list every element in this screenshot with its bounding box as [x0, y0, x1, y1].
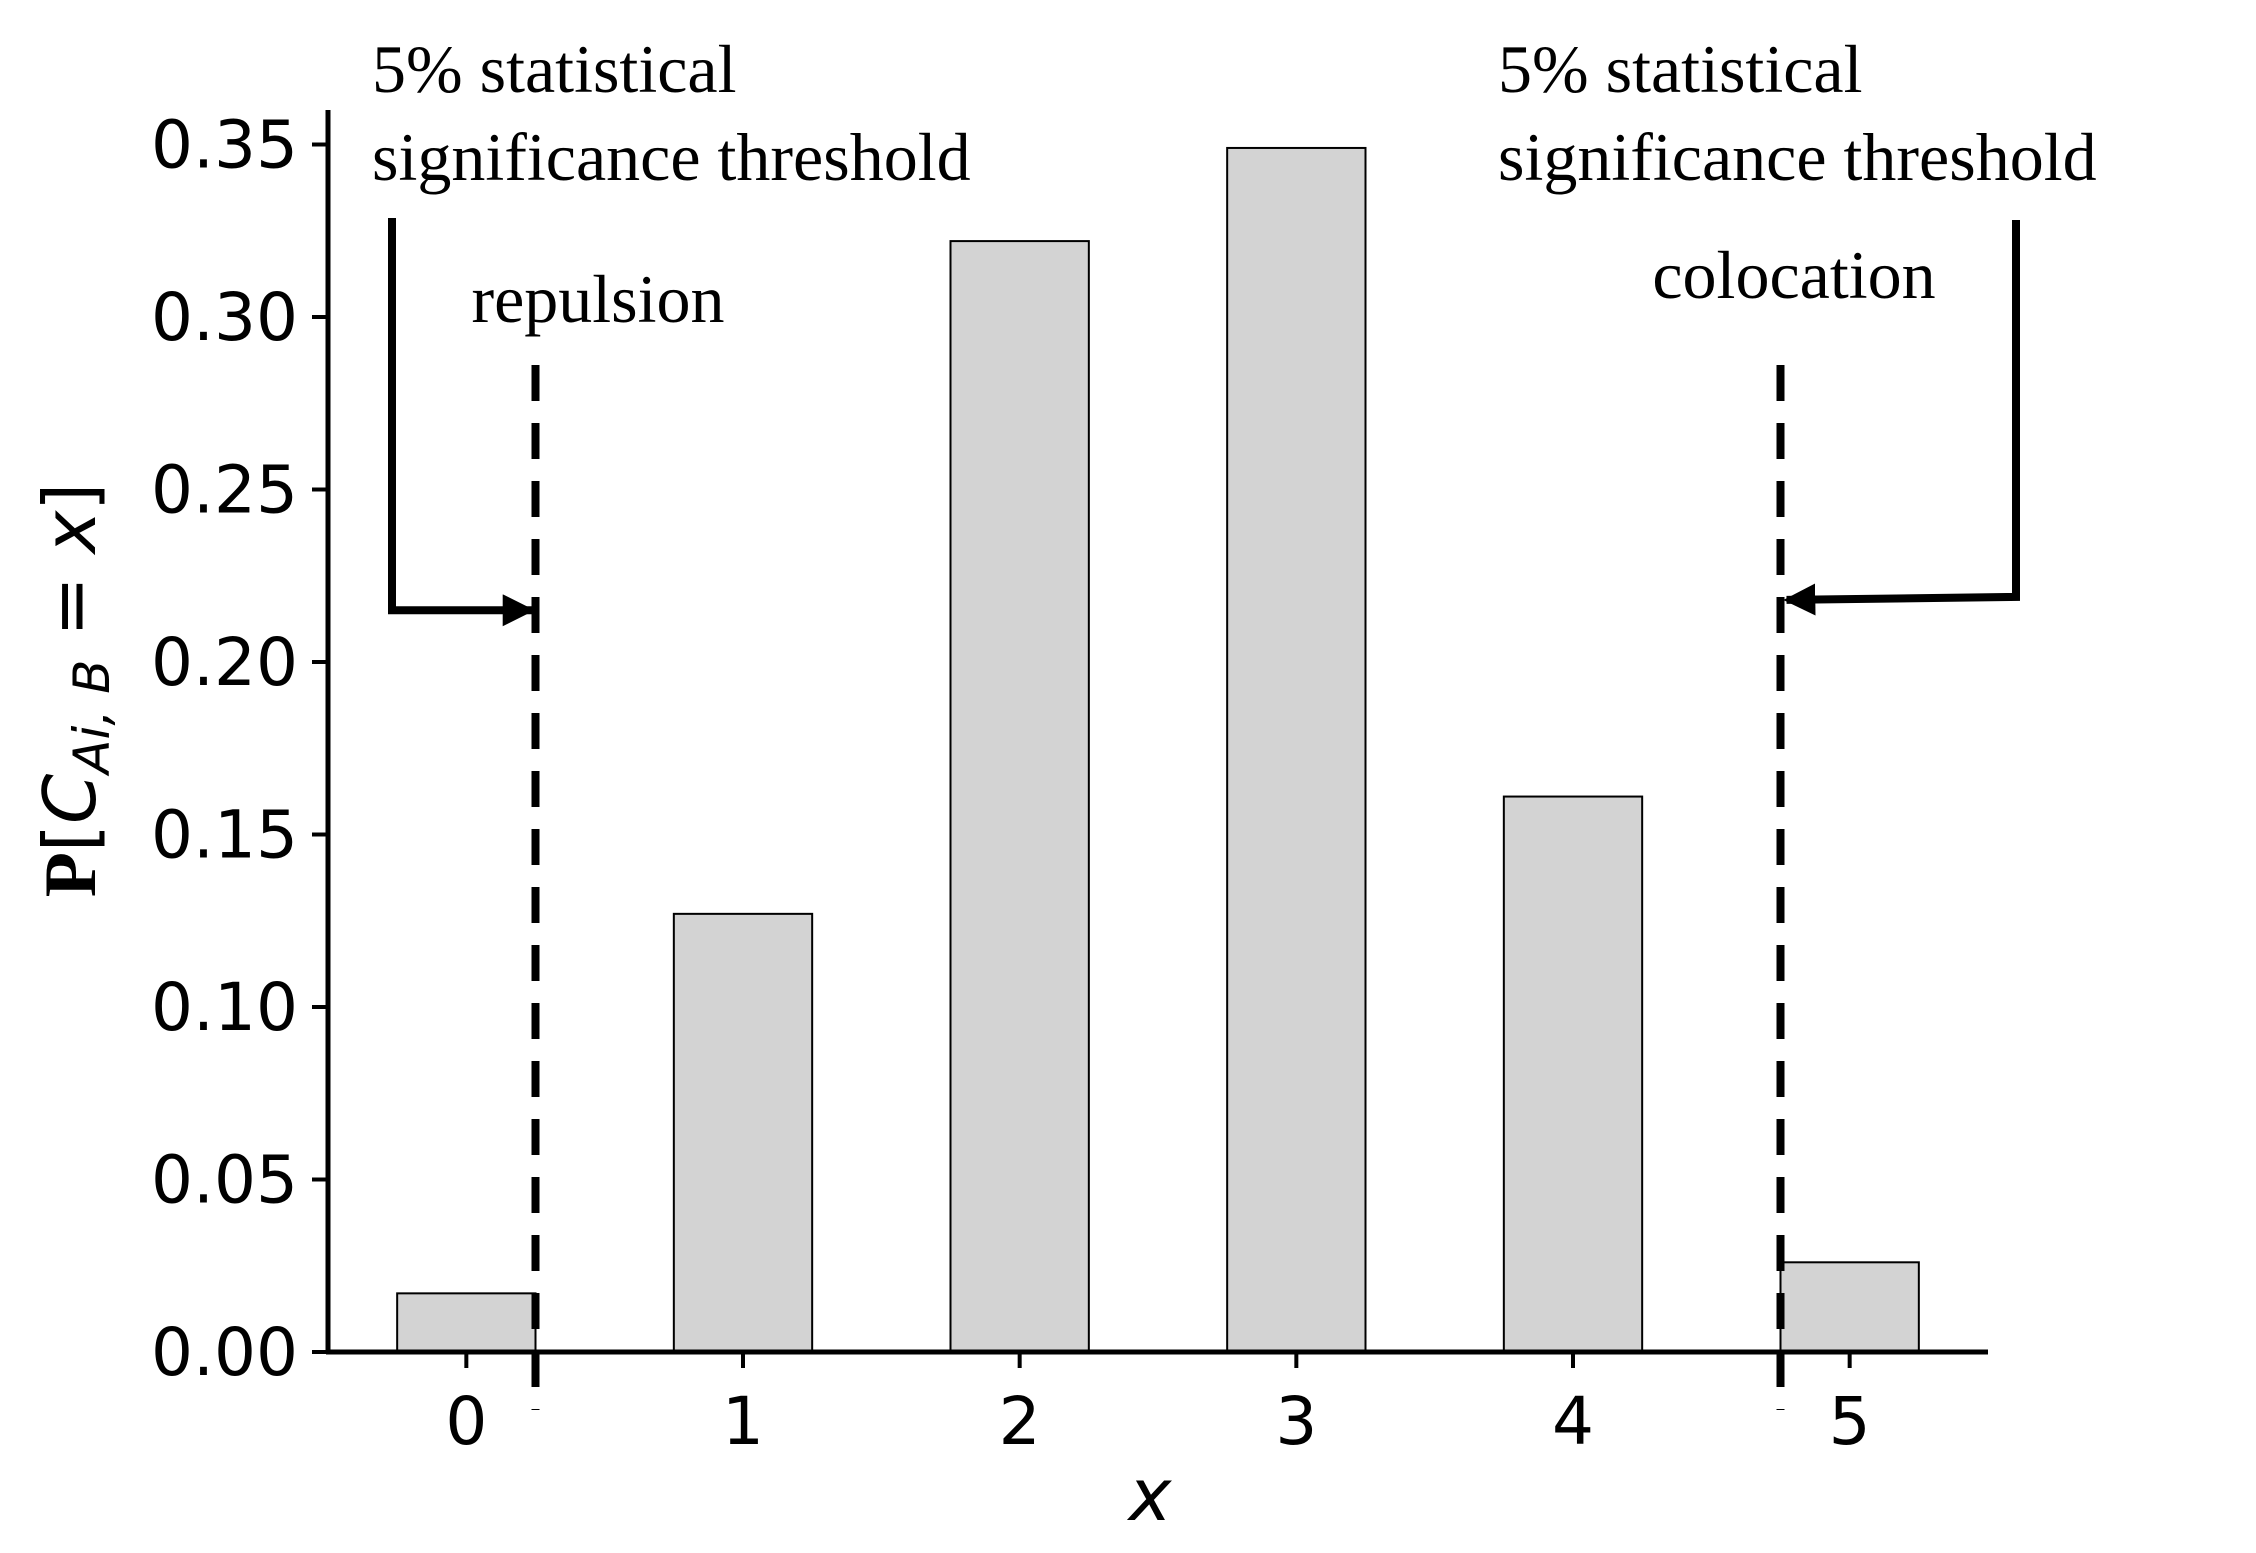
x-tick-label: 0 [445, 1383, 487, 1460]
colocation-label: colocation [1652, 237, 1935, 313]
y-tick-label: 0.00 [151, 1314, 298, 1391]
y-label-value: x [28, 509, 112, 555]
y-tick-label: 0.35 [151, 107, 298, 184]
y-tick-label: 0.15 [151, 797, 298, 874]
y-tick-label: 0.05 [151, 1142, 298, 1219]
left-annotation-line2: significance threshold [372, 119, 971, 195]
y-label-subscript: Ai, B [63, 660, 121, 777]
left-annotation-line1: 5% statistical [372, 31, 736, 107]
x-tick-label: 5 [1829, 1383, 1871, 1460]
bars-group [396, 146, 1920, 1354]
y-tick-label: 0.20 [151, 624, 298, 701]
right-annotation-line1: 5% statistical [1498, 31, 1862, 107]
bar-4 [1502, 795, 1644, 1353]
y-label-prefix: P [30, 852, 112, 897]
bar-0 [396, 1292, 537, 1353]
x-tick-label: 2 [999, 1383, 1041, 1460]
y-tick-label: 0.10 [151, 969, 298, 1046]
y-axis-label: P[CAi, B = x] [28, 483, 121, 898]
x-axis-label: x [1127, 1453, 1173, 1537]
y-label-open: [ [28, 824, 112, 852]
bar-1 [672, 912, 814, 1353]
y-label-var: C [28, 773, 112, 824]
right-threshold-arrow [1783, 220, 2020, 616]
threshold-lines-group [531, 365, 1785, 1410]
right-annotation-line2: significance threshold [1498, 119, 2097, 195]
y-label-close: ] [28, 483, 112, 511]
y-label-eq: = [28, 553, 112, 659]
y-tick-label: 0.25 [151, 452, 298, 529]
bar-5 [1779, 1261, 1920, 1354]
y-tick-label: 0.30 [151, 279, 298, 356]
x-tick-label: 1 [722, 1383, 764, 1460]
left-threshold-arrow [388, 218, 535, 627]
bar-2 [949, 240, 1090, 1354]
bar-3 [1226, 146, 1367, 1354]
x-tick-label: 3 [1275, 1383, 1317, 1460]
x-tick-label: 4 [1552, 1383, 1594, 1460]
repulsion-label: repulsion [471, 261, 724, 337]
ticks-group: 0.00 0.05 0.10 0.15 0.20 0.25 0.30 0.35 0 1 2 3 4 5 [151, 107, 1871, 1461]
